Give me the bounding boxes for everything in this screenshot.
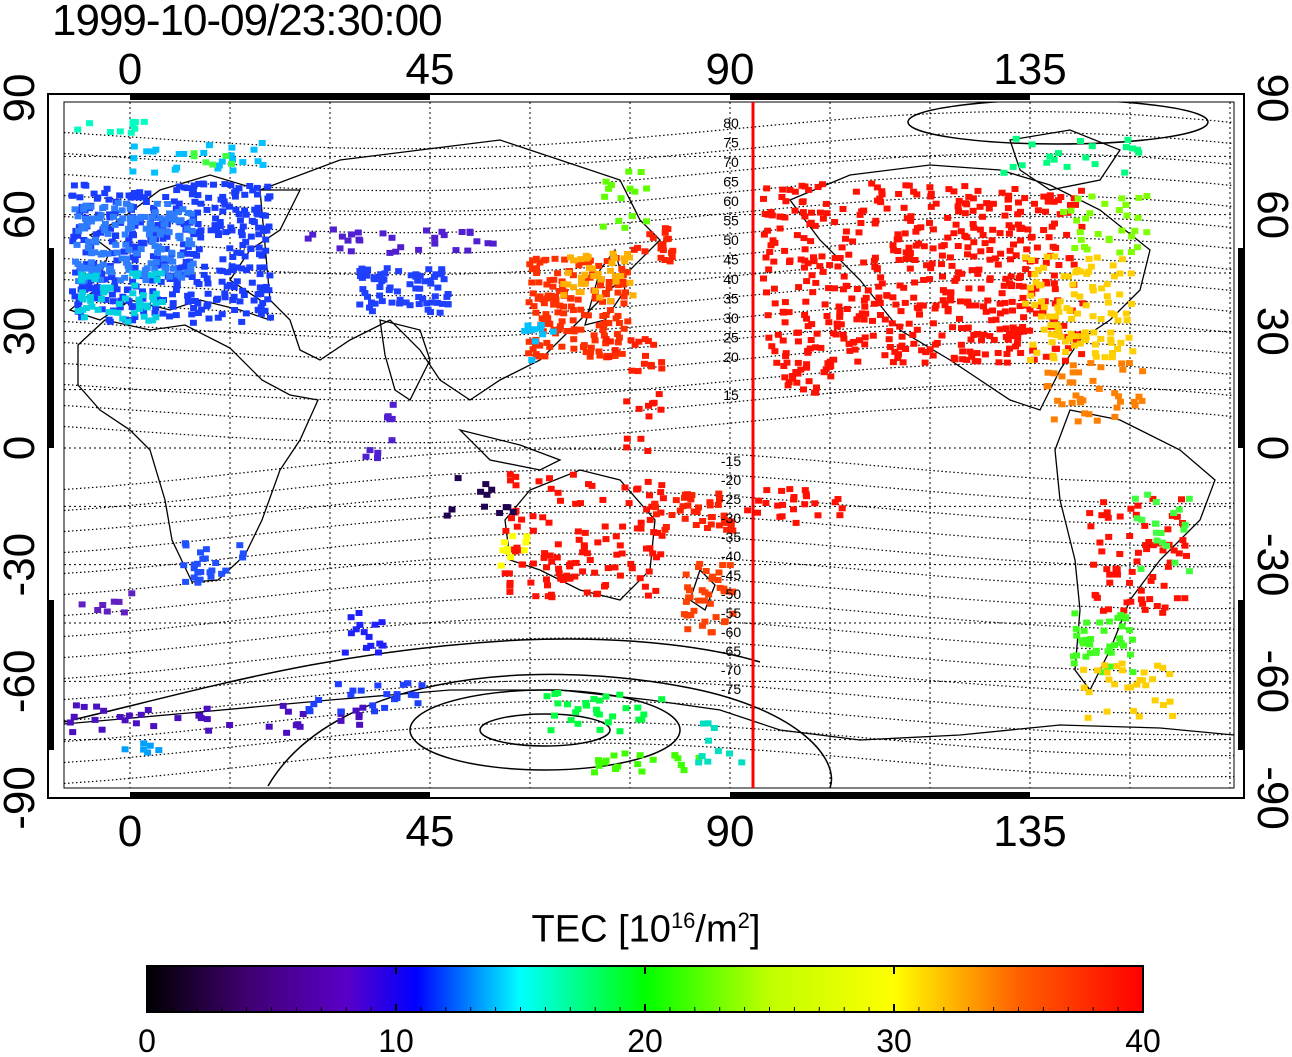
contour-label: -20 <box>721 472 741 488</box>
lon-tick-label: 0 <box>118 807 142 856</box>
colorbar-tick-label: 30 <box>876 1023 912 1057</box>
contour-label: -40 <box>721 548 741 564</box>
contour-label: -25 <box>721 491 741 507</box>
lat-tick-label: -30 <box>0 533 44 597</box>
lat-tick-label: -60 <box>0 650 44 714</box>
lat-tick-label: -30 <box>1248 533 1292 597</box>
contour-label: 50 <box>723 232 739 248</box>
lat-tick-label: 60 <box>0 190 44 239</box>
lat-tick-label: 0 <box>0 436 44 460</box>
lon-tick-label: 90 <box>706 45 755 94</box>
contour-label: 30 <box>723 310 739 326</box>
contour-label: 80 <box>723 115 739 131</box>
lon-ticks-bottom: 04590135180-135-90-45 <box>118 807 1067 856</box>
lat-tick-label: 60 <box>1248 190 1292 239</box>
contour-label: 60 <box>723 193 739 209</box>
contour-label: 35 <box>723 291 739 307</box>
contour-label: -50 <box>721 586 741 602</box>
contour-label: -30 <box>721 510 741 526</box>
contour-label: -60 <box>721 624 741 640</box>
contour-label: -35 <box>721 529 741 545</box>
colorbar-tick-label: 10 <box>378 1023 414 1057</box>
lat-ticks-left: 90 60 30 0 -30 -60 -90 <box>0 74 44 830</box>
lon-tick-label: 45 <box>406 45 455 94</box>
lat-tick-label: 0 <box>1248 436 1292 460</box>
contour-label: -15 <box>721 453 741 469</box>
lat-tick-label: 90 <box>1248 74 1292 123</box>
contour-label: 55 <box>723 213 739 229</box>
contour-label: -55 <box>721 605 741 621</box>
contour-label: -75 <box>721 681 741 697</box>
tec-data-cells <box>66 118 1193 776</box>
colorbar-tick-label: 0 <box>138 1023 156 1057</box>
contour-label: -65 <box>721 643 741 659</box>
lat-tick-label: 30 <box>1248 307 1292 356</box>
lon-tick-label: 90 <box>706 807 755 856</box>
lon-ticks-top: 04590135180-135-90-45 <box>118 45 1067 94</box>
contour-label: 20 <box>723 349 739 365</box>
lon-tick-label: 135 <box>993 807 1066 856</box>
colorbar-title: TEC [1016/m2] <box>531 908 761 951</box>
contour-label: -45 <box>721 567 741 583</box>
lon-tick-label: 0 <box>118 45 142 94</box>
lon-tick-label: 45 <box>406 807 455 856</box>
contour-label: -70 <box>721 662 741 678</box>
contour-label: 15 <box>723 387 739 403</box>
contour-label: 65 <box>723 174 739 190</box>
contour-label: 25 <box>723 330 739 346</box>
lat-tick-label: -90 <box>0 766 44 830</box>
lat-tick-label: 30 <box>0 307 44 356</box>
map-inner-frame <box>63 101 1235 789</box>
contour-label: 45 <box>723 252 739 268</box>
colorbar-tick-label: 40 <box>1125 1023 1161 1057</box>
lat-tick-label: -90 <box>1248 766 1292 830</box>
lat-tick-label: -60 <box>1248 650 1292 714</box>
contour-label: 40 <box>723 271 739 287</box>
colorbar-ticks: 0 10 20 30 40 <box>138 966 1161 1057</box>
contour-label: 75 <box>723 135 739 151</box>
contour-label: 70 <box>723 154 739 170</box>
lat-tick-label: 90 <box>0 74 44 123</box>
lon-tick-label: 135 <box>993 45 1066 94</box>
axis-bars <box>48 94 1244 798</box>
map-timestamp-title: 1999-10-09/23:30:00 <box>52 0 443 45</box>
lat-ticks-right: 90 60 30 0 -30 -60 -90 <box>1248 74 1292 830</box>
colorbar-tick-label: 20 <box>627 1023 663 1057</box>
contour-labels: 80 75 70 65 60 55 50 45 40 35 30 25 20 15 -15 -20 -25 -30… <box>721 115 741 697</box>
